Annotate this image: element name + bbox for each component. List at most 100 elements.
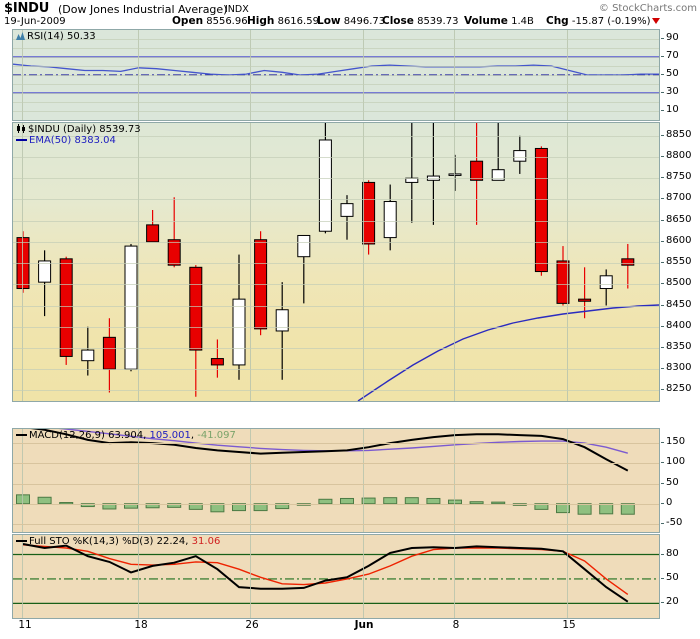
axis-tick-label: 50 xyxy=(666,476,679,488)
horizontal-gridline xyxy=(13,156,659,158)
horizontal-gridline xyxy=(13,347,659,349)
candlestick-icon xyxy=(16,124,26,133)
macd-line-swatch-icon xyxy=(16,434,27,436)
high-label: High xyxy=(247,15,275,27)
vertical-gridline xyxy=(138,429,139,532)
change-value: -15.87 (-0.19%) xyxy=(571,16,651,27)
ema-legend-name: EMA(50) xyxy=(29,135,72,146)
price-legend-name: $INDU (Daily) xyxy=(28,124,97,135)
macd-legend-value-1: 63.904 xyxy=(108,430,144,441)
axis-tick-label: 10 xyxy=(666,104,679,115)
rsi-legend-name: RSI(14) xyxy=(27,31,64,42)
price-panel[interactable]: $INDU (Daily) 8539.73 EMA(50) 8383.04 xyxy=(12,122,660,402)
sto-legend: Full STO %K(14,3) %D(3) 22.24, 31.06 xyxy=(16,536,220,547)
axis-tick-mark xyxy=(661,283,664,285)
macd-legend: MACD(12,26,9) 63.904, 105.001, -41.097 xyxy=(16,430,236,441)
rsi-panel[interactable]: RSI(14) 50.33 xyxy=(12,29,660,121)
company-name: (Dow Jones Industrial Average) xyxy=(58,3,228,16)
ema-legend-value: 8383.04 xyxy=(74,135,116,146)
axis-tick-mark xyxy=(661,262,664,264)
axis-tick-label: 8800 xyxy=(666,149,692,161)
axis-tick-mark xyxy=(661,522,664,524)
open-field: Open 8556.96 xyxy=(172,15,248,27)
stochastic-panel[interactable]: Full STO %K(14,3) %D(3) 22.24, 31.06 xyxy=(12,534,660,619)
axis-tick-mark xyxy=(661,240,664,242)
horizontal-gridline xyxy=(13,263,659,265)
axis-tick-label: 150 xyxy=(666,436,686,448)
horizontal-gridline xyxy=(13,503,659,505)
open-label: Open xyxy=(172,15,204,27)
horizontal-gridline xyxy=(13,523,659,525)
high-field: High 8616.59 xyxy=(247,15,319,27)
rsi-legend-value: 50.33 xyxy=(66,31,96,42)
axis-tick-mark xyxy=(661,38,664,39)
macd-legend-value-3: -41.097 xyxy=(197,430,236,441)
change-down-triangle-icon xyxy=(652,18,661,24)
horizontal-gridline xyxy=(13,483,659,485)
axis-tick-label: -50 xyxy=(666,516,683,528)
macd-legend-sep-2: , xyxy=(190,430,195,441)
horizontal-gridline xyxy=(13,326,659,328)
low-label: Low xyxy=(317,15,341,27)
horizontal-gridline xyxy=(13,284,659,286)
sto-line-swatch-icon xyxy=(16,540,27,542)
x-axis-tick-label: 15 xyxy=(562,619,576,631)
horizontal-gridline xyxy=(13,241,659,243)
axis-tick-mark xyxy=(661,389,664,391)
x-axis: 11 18 26 Jun 8 15 xyxy=(0,619,700,639)
x-axis-tick-label: Jun xyxy=(354,619,374,631)
change-field: Chg -15.87 (-0.19%) xyxy=(546,15,661,27)
exchange-label: INDX xyxy=(225,4,249,15)
horizontal-gridline xyxy=(13,443,659,445)
axis-tick-mark xyxy=(661,442,664,444)
stochastic-plot xyxy=(13,543,659,604)
copyright-label: © StockCharts.com xyxy=(598,3,697,14)
horizontal-gridline xyxy=(13,48,659,49)
volume-value: 1.4B xyxy=(511,16,534,27)
axis-tick-label: 80 xyxy=(666,547,679,559)
ema-legend: EMA(50) 8383.04 xyxy=(16,135,116,146)
axis-tick-mark xyxy=(661,74,664,75)
axis-tick-label: 8250 xyxy=(666,383,692,395)
horizontal-gridline xyxy=(13,66,659,67)
horizontal-gridline xyxy=(13,135,659,137)
axis-tick-mark xyxy=(661,502,664,504)
axis-tick-label: 8500 xyxy=(666,277,692,289)
axis-tick-mark xyxy=(661,304,664,306)
macd-legend-value-2: 105.001 xyxy=(149,430,191,441)
low-value: 8496.73 xyxy=(343,16,386,27)
axis-tick-label: 90 xyxy=(666,32,679,43)
axis-tick-label: 8600 xyxy=(666,234,692,246)
open-value: 8556.96 xyxy=(206,16,248,27)
vertical-gridline xyxy=(567,123,568,401)
vertical-gridline xyxy=(22,123,23,401)
close-label: Close xyxy=(382,15,414,27)
axis-tick-label: 8700 xyxy=(666,192,692,204)
axis-tick-label: 8350 xyxy=(666,340,692,352)
volume-label: Volume xyxy=(464,15,508,27)
ema-line-swatch-icon xyxy=(16,139,27,141)
axis-tick-mark xyxy=(661,482,664,484)
axis-tick-mark xyxy=(661,56,664,57)
axis-tick-mark xyxy=(661,155,664,157)
quote-date: 19-Jun-2009 xyxy=(4,16,66,27)
macd-panel[interactable]: MACD(12,26,9) 63.904, 105.001, -41.097 xyxy=(12,428,660,533)
horizontal-gridline xyxy=(13,93,659,94)
axis-tick-mark xyxy=(661,198,664,200)
horizontal-gridline xyxy=(13,75,659,76)
vertical-gridline xyxy=(22,429,23,532)
price-legend: $INDU (Daily) 8539.73 xyxy=(16,124,141,135)
axis-tick-label: 8450 xyxy=(666,298,692,310)
macd-plot xyxy=(16,429,635,515)
horizontal-gridline xyxy=(13,390,659,392)
horizontal-gridline xyxy=(13,369,659,371)
vertical-gridline xyxy=(454,123,455,401)
x-axis-tick-label: 18 xyxy=(134,619,148,631)
vertical-gridline xyxy=(363,123,364,401)
horizontal-gridline xyxy=(13,199,659,201)
volume-field: Volume 1.4B xyxy=(464,15,534,27)
axis-tick-label: 8300 xyxy=(666,362,692,374)
axis-tick-mark xyxy=(661,134,664,136)
low-field: Low 8496.73 xyxy=(317,15,385,27)
vertical-gridline xyxy=(363,429,364,532)
